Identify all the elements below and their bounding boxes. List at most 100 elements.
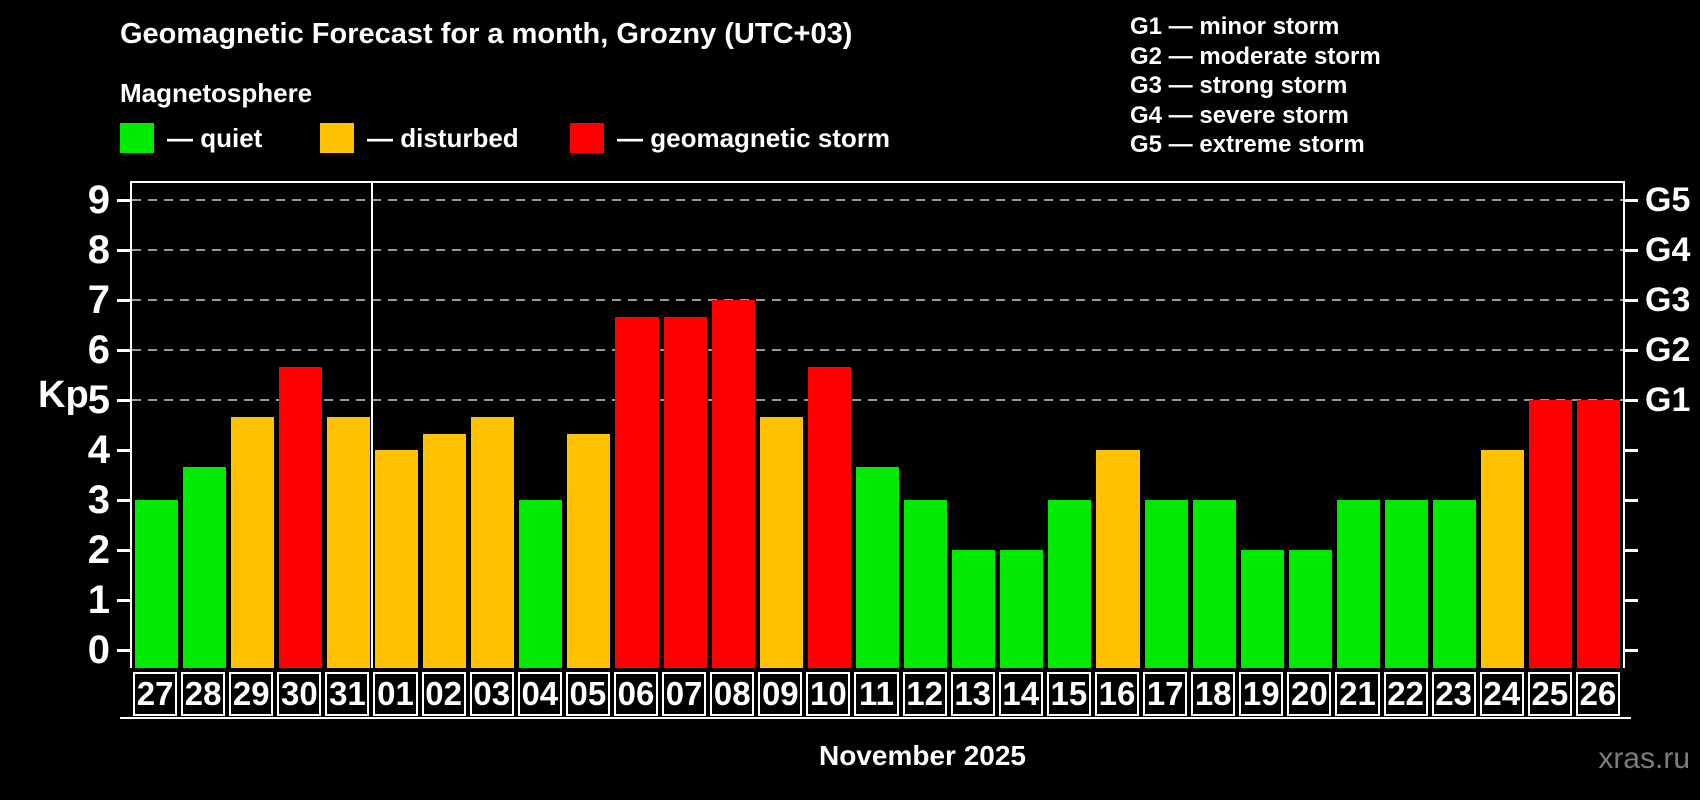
x-axis-title: November 2025 (818, 740, 1026, 771)
kp-bar-day-24 (1481, 450, 1525, 668)
g-scale-legend: G1 — minor storm G2 — moderate storm G3 … (1130, 12, 1381, 160)
y-tick-right-3 (1625, 499, 1638, 502)
date-label-18: 18 (1191, 672, 1236, 716)
date-label-05: 05 (565, 672, 610, 716)
y-tick-label-0: 0 (87, 628, 110, 672)
y-tick-label-2: 2 (87, 528, 110, 572)
g-legend-line-g3: G3 — strong storm (1130, 72, 1348, 99)
date-label-20: 20 (1287, 672, 1332, 716)
y-tick-left-1 (117, 599, 130, 602)
date-label-26: 26 (1575, 672, 1620, 716)
kp-bar-day-01 (374, 450, 419, 668)
date-label-19: 19 (1239, 672, 1284, 716)
kp-bar-day-21 (1336, 500, 1380, 668)
date-label-03: 03 (469, 672, 514, 716)
y-tick-left-7 (117, 299, 130, 302)
kp-bar-day-20 (1288, 550, 1332, 668)
date-label-11: 11 (854, 672, 899, 716)
kp-bar-day-08 (711, 300, 755, 668)
date-label-10: 10 (806, 672, 851, 716)
date-label-14: 14 (998, 672, 1043, 716)
date-label-06: 06 (613, 672, 659, 716)
y-axis-title: Kp (38, 374, 89, 416)
date-label-12: 12 (902, 672, 947, 716)
g-legend-line-g5: G5 — extreme storm (1130, 131, 1365, 158)
g-label-g5: G5 (1645, 181, 1691, 219)
kp-bar-day-07 (663, 316, 707, 668)
plot-area: 0 1 2 3 4 5 6 7 8 9 G1 G2 G3 G4 G5 27 28 29 30 31 01 02 03 04 05… (88, 180, 1690, 716)
g-label-g4: G4 (1645, 231, 1691, 269)
date-label-02: 02 (421, 672, 466, 716)
date-label-24: 24 (1479, 672, 1524, 716)
y-tick-label-3: 3 (87, 478, 110, 522)
date-label-27: 27 (133, 672, 178, 716)
watermark: xras.ru (1598, 742, 1690, 775)
chart-subtitle: Magnetosphere (120, 78, 313, 108)
kp-bar-day-04 (519, 500, 563, 668)
y-tick-label-6: 6 (87, 328, 110, 372)
date-label-07: 07 (662, 672, 707, 716)
kp-bar-day-11 (855, 466, 900, 668)
legend-item-storm: — geomagnetic storm (570, 122, 890, 154)
date-label-22: 22 (1383, 672, 1428, 716)
month-separator-line (371, 183, 374, 668)
date-label-15: 15 (1046, 672, 1091, 716)
gridline-kp9 (132, 199, 1623, 201)
gridline-kp7 (132, 299, 1623, 301)
g-label-g3: G3 (1645, 281, 1691, 319)
kp-bar-day-02 (423, 433, 467, 668)
legend-label-quiet: — quiet (167, 122, 263, 153)
gridline-kp5 (132, 399, 1623, 401)
kp-bar-day-28 (182, 466, 226, 668)
g-legend-line-g4: G4 — severe storm (1130, 101, 1349, 129)
y-tick-label-4: 4 (87, 428, 110, 472)
date-label-01: 01 (373, 672, 418, 716)
date-label-23: 23 (1431, 672, 1476, 716)
y-tick-left-2 (117, 549, 130, 552)
x-axis-baseline (120, 717, 1631, 719)
y-tick-right-5 (1625, 399, 1638, 402)
date-label-29: 29 (229, 672, 274, 716)
y-tick-left-4 (117, 449, 130, 452)
y-tick-right-4 (1625, 449, 1638, 452)
quiet-color-swatch (120, 123, 154, 153)
gridline-kp8 (132, 249, 1623, 251)
legend-label-storm: — geomagnetic storm (617, 122, 891, 153)
date-label-25: 25 (1527, 672, 1572, 716)
legend-item-disturbed: — disturbed (320, 122, 519, 154)
kp-bar-day-26 (1577, 400, 1621, 668)
kp-bar-day-23 (1433, 500, 1477, 668)
kp-bar-day-06 (615, 316, 659, 668)
date-label-09: 09 (758, 672, 803, 716)
y-tick-label-7: 7 (87, 278, 110, 322)
kp-bar-day-30 (278, 366, 322, 668)
kp-bar-day-13 (952, 550, 996, 668)
kp-bar-day-15 (1048, 500, 1092, 668)
kp-bar-day-18 (1192, 500, 1236, 668)
date-label-04: 04 (517, 672, 562, 716)
kp-bar-day-16 (1096, 450, 1140, 668)
kp-bar-day-14 (1000, 550, 1044, 668)
y-tick-left-5 (117, 399, 130, 402)
legend-label-disturbed: — disturbed (367, 122, 519, 153)
kp-bar-day-27 (134, 500, 178, 668)
kp-bar-day-05 (567, 433, 611, 668)
kp-bar-day-17 (1144, 500, 1188, 668)
y-tick-right-8 (1625, 249, 1638, 252)
kp-bar-day-19 (1240, 550, 1284, 668)
y-tick-right-7 (1625, 299, 1638, 302)
kp-bar-day-31 (326, 416, 370, 668)
legend-item-quiet: — quiet (120, 122, 262, 154)
date-label-17: 17 (1143, 672, 1188, 716)
y-tick-left-9 (117, 199, 130, 202)
y-tick-left-6 (117, 349, 130, 352)
date-label-21: 21 (1335, 672, 1380, 716)
kp-bar-day-10 (807, 366, 851, 668)
kp-bar-day-29 (230, 416, 274, 668)
date-label-28: 28 (181, 672, 226, 716)
disturbed-color-swatch (320, 123, 354, 153)
y-tick-right-6 (1625, 349, 1638, 352)
kp-bar-day-22 (1385, 500, 1429, 668)
gridline-kp6 (132, 349, 1623, 351)
